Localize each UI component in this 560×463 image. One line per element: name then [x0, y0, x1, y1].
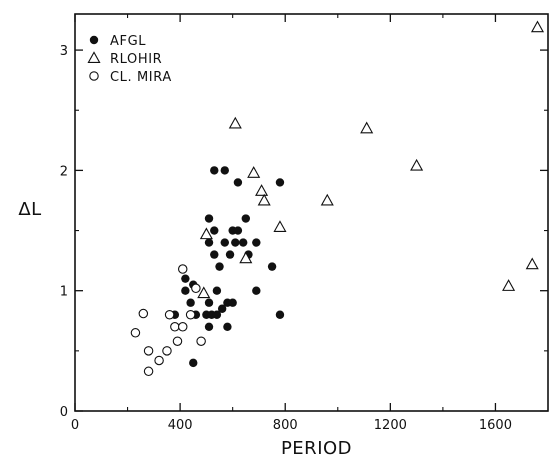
afgl-point — [204, 322, 214, 331]
legend-label-cl-mira: CL. MIRA — [110, 70, 172, 85]
data-points — [130, 20, 545, 377]
afgl-point — [210, 226, 219, 235]
cl-mira-point — [138, 308, 149, 319]
cl-mira-point — [130, 328, 141, 338]
afgl-point — [220, 238, 229, 247]
cl-mira-point — [143, 346, 154, 356]
afgl-point — [252, 238, 261, 247]
cl-mira-point — [191, 283, 201, 294]
y-tick-label: 3 — [60, 44, 68, 59]
afgl-point — [215, 262, 224, 271]
cl-mira-point — [172, 336, 183, 346]
rlohir-point — [525, 257, 539, 270]
rlohir-point — [360, 121, 374, 134]
cl-mira-point — [162, 346, 172, 356]
cl-mira-point — [185, 310, 196, 320]
rlohir-point — [530, 20, 545, 33]
afgl-point — [267, 262, 277, 271]
legend-label-afgl: AFGL — [110, 34, 146, 49]
legend-item-rlohir: RLOHIR — [87, 51, 162, 67]
axis-ticks — [74, 14, 548, 412]
x-tick-label: 400 — [168, 418, 193, 433]
rlohir-point — [247, 166, 261, 178]
plot-area — [74, 13, 549, 412]
afgl-point — [212, 286, 222, 295]
rlohir-point — [257, 193, 271, 206]
x-axis-title: PERIOD — [281, 438, 352, 459]
x-tick-label: 1200 — [374, 418, 407, 433]
afgl-point — [252, 286, 261, 295]
afgl-point — [210, 166, 219, 175]
x-tick-labels: 0 400 800 1200 1600 — [71, 418, 512, 433]
cl-mira-point — [143, 366, 154, 377]
afgl-point — [225, 250, 235, 259]
afgl-point — [228, 298, 237, 307]
afgl-point — [223, 322, 232, 331]
afgl-point — [186, 298, 195, 307]
afgl-point — [181, 274, 190, 283]
cl-mira-point — [170, 322, 180, 332]
afgl-point — [204, 238, 214, 247]
y-tick-labels: 0 1 2 3 — [60, 44, 68, 420]
cl-mira-point — [196, 336, 206, 346]
afgl-point — [233, 226, 243, 235]
rlohir-point — [228, 116, 242, 129]
rlohir-point — [255, 184, 269, 196]
rlohir-point — [239, 251, 253, 264]
legend-item-afgl: AFGL — [89, 34, 146, 49]
legend-label-rlohir: RLOHIR — [110, 52, 162, 67]
afgl-point — [241, 214, 251, 223]
afgl-point — [217, 304, 227, 313]
afgl-point — [238, 238, 248, 247]
rlohir-point — [273, 220, 287, 232]
y-tick-label: 1 — [60, 285, 68, 300]
rlohir-point — [410, 158, 424, 171]
afgl-point — [189, 358, 198, 368]
x-tick-label: 1600 — [479, 418, 512, 433]
x-tick-label: 800 — [273, 418, 298, 433]
legend: AFGL RLOHIR CL. MIRA — [87, 34, 172, 85]
afgl-point — [212, 310, 222, 319]
rlohir-point — [199, 227, 213, 240]
afgl-point — [204, 298, 214, 307]
afgl-point — [181, 286, 190, 295]
afgl-point — [275, 178, 285, 187]
afgl-point — [233, 178, 243, 187]
cl-mira-point — [154, 355, 164, 366]
legend-item-cl-mira: CL. MIRA — [89, 70, 172, 85]
cl-mira-point — [177, 264, 188, 274]
y-axis-title: ΔL — [18, 199, 41, 220]
plot-frame — [74, 13, 549, 412]
legend-marker-filled-circle — [89, 35, 99, 45]
rlohir-point — [320, 193, 334, 206]
y-tick-label: 0 — [60, 405, 68, 420]
cl-mira-point — [177, 322, 188, 332]
y-tick-label: 2 — [60, 164, 68, 179]
afgl-point — [220, 166, 229, 175]
x-tick-label: 0 — [71, 418, 79, 433]
afgl-point — [275, 310, 285, 319]
rlohir-point — [502, 279, 516, 291]
afgl-point — [210, 250, 219, 259]
afgl-point — [231, 238, 240, 247]
cl-mira-point — [164, 310, 175, 320]
legend-marker-open-triangle — [87, 51, 101, 64]
rlohir-point — [197, 286, 211, 299]
legend-marker-open-circle — [89, 71, 99, 81]
afgl-point — [204, 214, 214, 223]
